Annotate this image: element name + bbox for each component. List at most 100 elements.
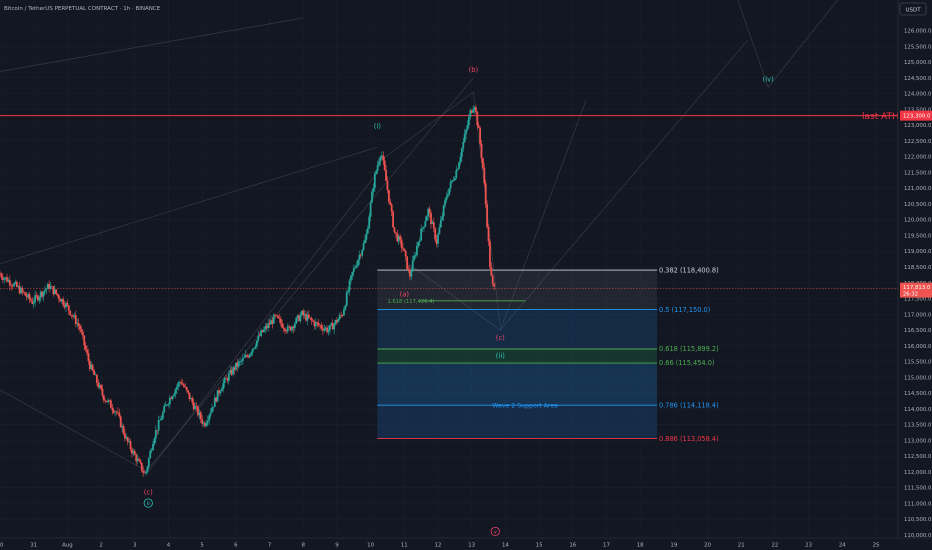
candle-body (364, 239, 366, 244)
price-tick-label: 120,000.0 (904, 218, 932, 224)
candle-body (347, 290, 350, 293)
candle-body (437, 234, 439, 244)
candle-body (390, 204, 393, 212)
wave-labels: (c) ii (i) (a) (b) (c) (ii) (iv) v (143, 66, 774, 537)
candle-body (205, 422, 208, 427)
candle-body (404, 251, 407, 257)
price-tick-label: 112,000.0 (904, 470, 932, 476)
price-tick-label: 125,500.0 (904, 44, 932, 50)
candle-body (84, 345, 87, 350)
last-ath-line[interactable]: last ATH (0, 112, 899, 289)
countdown-label: 26:32 (903, 292, 918, 298)
candle-body (285, 330, 288, 332)
candle-body (112, 410, 115, 413)
candle-body (351, 271, 354, 276)
candle-body (32, 302, 35, 304)
candle-body (66, 302, 69, 306)
candle-body (156, 430, 159, 431)
candle-body (197, 406, 199, 416)
candle-body (173, 394, 175, 397)
candle-body (7, 280, 10, 282)
candle-body (420, 228, 423, 241)
candle-body (313, 321, 316, 327)
candle-body (260, 330, 263, 336)
candle-body (28, 293, 31, 300)
candle-body (279, 318, 282, 324)
candle-body (149, 451, 152, 459)
candle-body (336, 320, 338, 323)
candle-body (448, 188, 451, 195)
candle-body (327, 330, 330, 332)
candle-body (414, 255, 417, 256)
candle-body (261, 330, 264, 333)
candle-body (462, 141, 465, 149)
trendline (0, 389, 149, 473)
candle-body (369, 202, 372, 217)
candle-body (476, 111, 479, 126)
fib-level-label: 0.786 (114,118.4) (659, 401, 719, 409)
candle-body (258, 335, 261, 337)
support-area-label: Wave 2 Support Area (492, 402, 558, 409)
candle-body (324, 327, 327, 329)
candle-body (423, 226, 425, 229)
price-axis-background (898, 0, 932, 550)
candle-body (225, 377, 227, 379)
fib-retracement[interactable]: 0.382 (118,400.8) 0.5 (117,150.0) 0.618 (1… (377, 266, 719, 443)
candle-body (183, 384, 185, 387)
candle-body (204, 422, 206, 427)
candle-body (487, 226, 490, 242)
wave-label-circle (143, 498, 153, 508)
candle-body (345, 292, 348, 306)
ath-label: last ATH (862, 112, 899, 122)
candle-body (139, 460, 142, 463)
currency-button[interactable]: USDT (899, 2, 927, 16)
wave-label: (c) (144, 488, 153, 496)
candle-body (416, 245, 418, 256)
candle-body (271, 320, 274, 324)
candle-body (410, 271, 413, 277)
candle-body (80, 329, 83, 332)
wave-label: (c) (496, 334, 505, 342)
candle-body (63, 304, 66, 308)
candle-body (51, 286, 53, 287)
candle-body (378, 161, 380, 166)
candle-body (387, 189, 390, 202)
price-tick-label: 110,500.0 (904, 517, 932, 523)
candle-body (14, 281, 17, 284)
candle-body (277, 315, 279, 318)
candle-body (164, 404, 167, 407)
candle-body (319, 325, 321, 326)
price-tick-label: 111,500.0 (904, 486, 932, 492)
candle-body (446, 194, 449, 197)
time-tick-label: 4 (167, 543, 171, 549)
time-axis[interactable]: 3031Aug234567891011121314151617181920212… (0, 537, 932, 550)
candle-body (263, 329, 265, 333)
candle-body (100, 385, 102, 389)
candle-body (101, 388, 104, 396)
candle-body (326, 327, 328, 332)
trendline (147, 77, 474, 470)
candle-body (56, 293, 59, 296)
candle-body (110, 400, 112, 408)
candle-body (379, 156, 382, 162)
candle-body (403, 248, 406, 252)
candle-body (133, 451, 136, 455)
candle-body (220, 388, 223, 392)
candle-body (300, 310, 303, 316)
candle-body (460, 148, 463, 157)
candle-body (79, 325, 81, 330)
candle-body (0, 274, 3, 278)
price-tick-label: 123,000.0 (904, 123, 932, 129)
candle-body (97, 382, 100, 388)
candle-body (272, 314, 275, 324)
fib-zone (377, 405, 657, 439)
price-tick-label: 116,000.0 (904, 344, 932, 350)
candle-body (90, 364, 93, 370)
candle-body (373, 173, 376, 188)
candle-body (243, 357, 246, 358)
candle-body (257, 335, 260, 341)
candle-body (453, 178, 456, 181)
candle-body (153, 438, 156, 444)
price-axis[interactable]: 110,000.0 110,500.0 111,000.0 111,500.0 112,… (897, 0, 932, 550)
